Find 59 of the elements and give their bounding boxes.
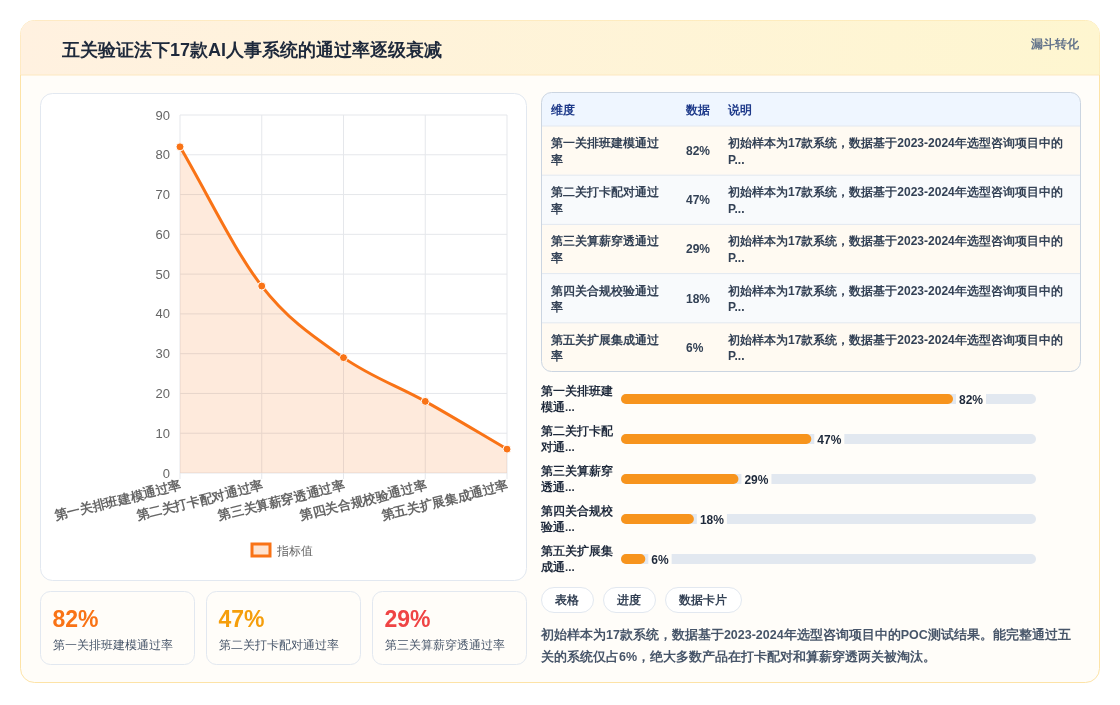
category-label: 第五关扩展集成通过率	[550, 332, 660, 364]
y-tick-label: 60	[155, 226, 170, 242]
y-tick-label: 第五关扩展集成通...	[540, 544, 613, 573]
text: 进度	[616, 593, 641, 606]
text: 29%	[686, 242, 711, 257]
text: 29%	[384, 606, 431, 632]
data-label: 47%	[817, 432, 842, 447]
y-tick-label: 0	[162, 465, 170, 481]
point	[175, 142, 185, 152]
text: 五关验证法下17款AI人事系统的通过率逐级衰减	[61, 40, 443, 60]
y-tick-label: 10	[155, 425, 170, 441]
y-tick-label: 第四关合规校验通...	[540, 504, 614, 533]
bar	[621, 514, 694, 524]
y-tick-label: 第一关排班建模通...	[540, 384, 613, 413]
category-label: 第二关打卡配对通过率	[550, 185, 660, 216]
text: 6%	[686, 340, 704, 355]
y-tick-label: 30	[155, 346, 170, 362]
point	[420, 396, 430, 406]
text: 表格	[554, 593, 580, 606]
text: 18%	[686, 291, 711, 306]
y-tick-label: 50	[155, 266, 170, 282]
text: 初始样本为17款系统，数据基于2023-2024年选型咨询项目中的P...	[727, 185, 1063, 216]
text: 82%	[52, 606, 99, 632]
data-label: 82%	[959, 392, 984, 407]
data-label: 29%	[744, 472, 769, 487]
text: 说明	[727, 103, 752, 117]
category-label: 第一关排班建模通过率	[550, 136, 660, 167]
bar	[621, 474, 739, 484]
text: 82%	[686, 144, 711, 158]
bar	[621, 554, 646, 564]
y-tick-label: 第三关算薪穿透通...	[540, 464, 613, 493]
text: 初始样本为17款系统，数据基于2023-2024年选型咨询项目中的P...	[727, 136, 1063, 167]
point	[257, 281, 267, 291]
category-label: 第一关排班建模通过率	[52, 638, 173, 651]
text: 初始样本为17款系统，数据基于2023-2024年选型咨询项目中的POC测试结果。能完整通过五关的系统仅占6%，绝大多数产品在打卡配对和算薪穿透两关被淘汰。	[540, 627, 1071, 664]
category-label: 第二关打卡配对通过率	[218, 638, 339, 651]
text: 初始样本为17款系统，数据基于2023-2024年选型咨询项目中的P...	[727, 234, 1063, 265]
text: 47%	[218, 606, 265, 632]
text: 数据	[685, 103, 710, 117]
y-tick-label: 20	[155, 385, 170, 401]
category-label: 第四关合规校验通过率	[550, 283, 660, 315]
y-tick-label: 40	[155, 306, 170, 322]
category-label: 第三关算薪穿透通过率	[384, 638, 505, 651]
category-label: 第三关算薪穿透通过率	[550, 234, 660, 265]
y-tick-label: 90	[155, 107, 170, 123]
text: 初始样本为17款系统，数据基于2023-2024年选型咨询项目中的P...	[727, 332, 1063, 364]
y-tick-label: 70	[155, 187, 170, 203]
text: 初始样本为17款系统，数据基于2023-2024年选型咨询项目中的P...	[727, 283, 1063, 315]
data-label: 18%	[699, 512, 725, 527]
text: 数据卡片	[678, 593, 727, 607]
y-tick-label: 第二关打卡配对通...	[540, 424, 614, 453]
point	[502, 444, 512, 454]
text: 维度	[550, 103, 575, 117]
data-label: 6%	[651, 552, 669, 567]
legend-label: 指标值	[276, 544, 313, 558]
text: 47%	[686, 193, 711, 208]
text: 漏斗转化	[1030, 37, 1080, 51]
y-tick-label: 80	[155, 147, 170, 163]
point	[339, 353, 348, 363]
